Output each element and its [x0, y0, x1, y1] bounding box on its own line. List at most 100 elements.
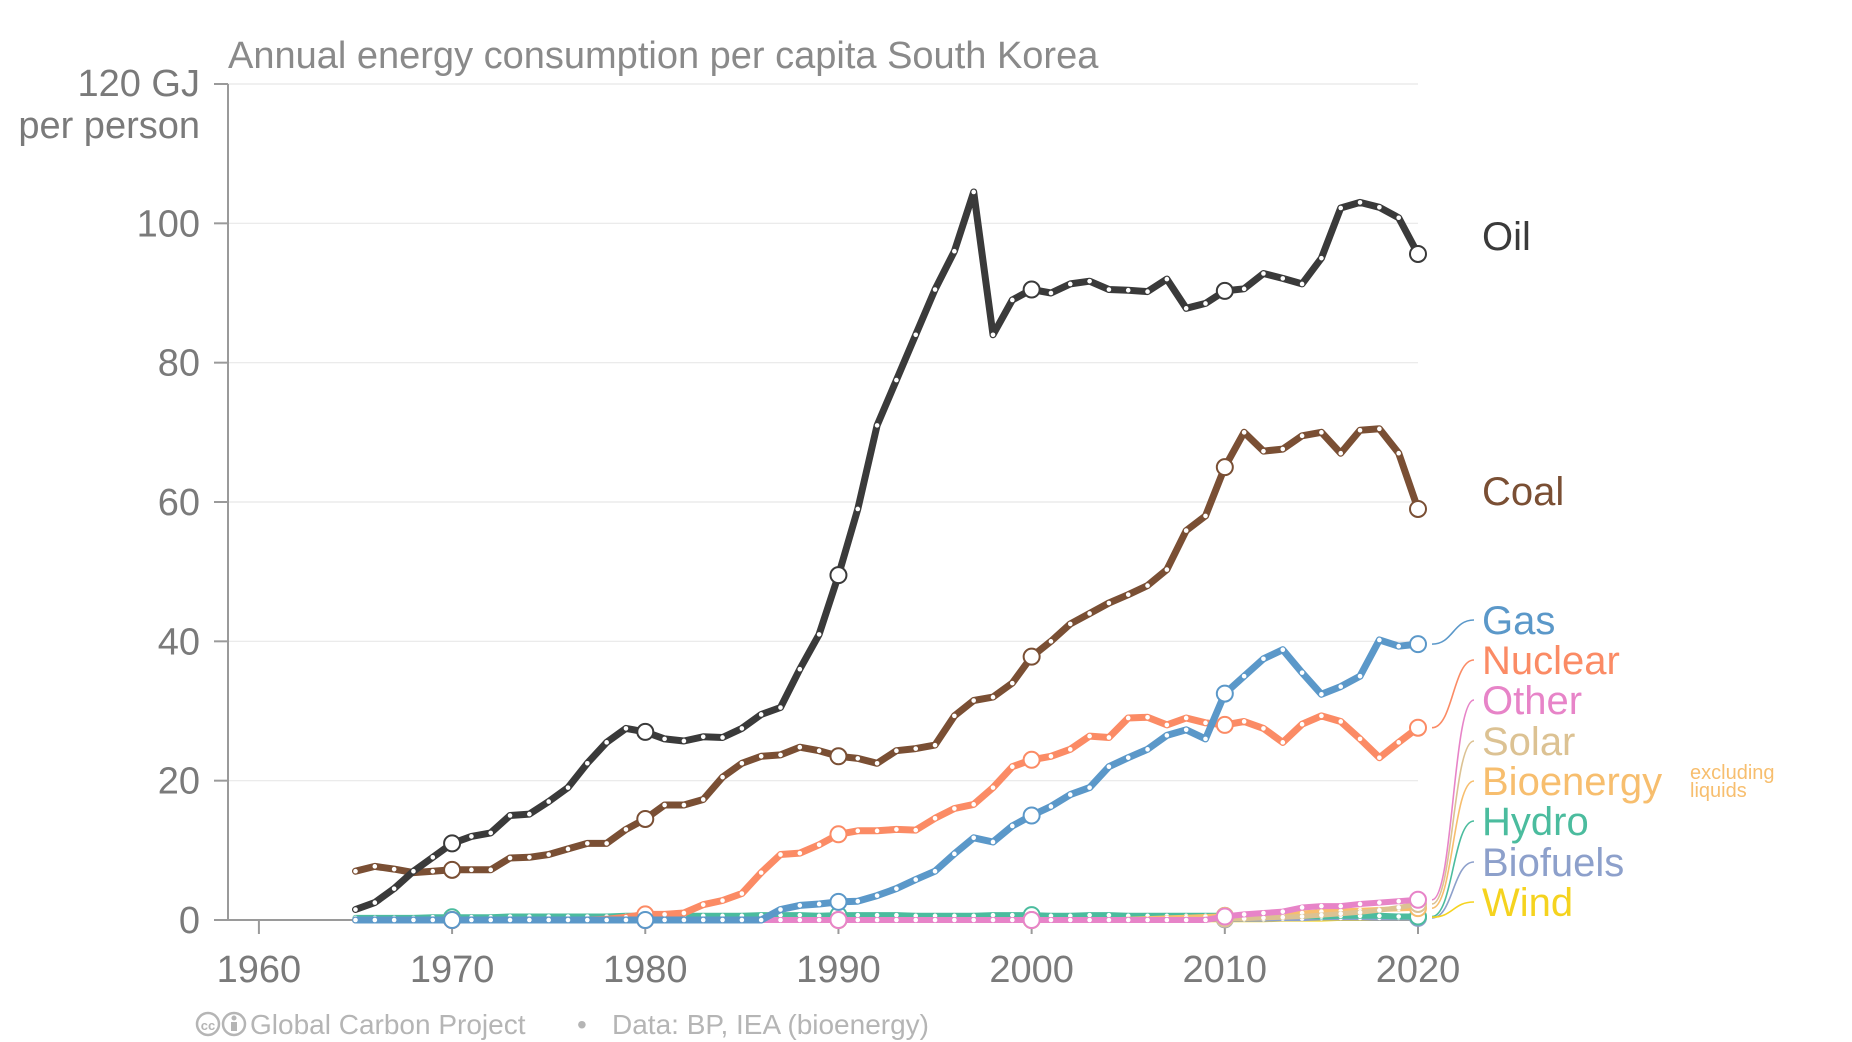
- data-point-gas-2019: [1396, 643, 1401, 649]
- series-label-other: Other: [1482, 679, 1582, 723]
- highlight-point-gas-2010: [1215, 684, 1234, 703]
- highlight-point-nuclear-1990: [829, 825, 848, 844]
- data-point-coal-2005: [1125, 592, 1131, 597]
- data-point-nuclear-2001: [1048, 753, 1054, 759]
- data-point-other-1991: [855, 917, 861, 923]
- data-point-oil-1984: [720, 735, 725, 740]
- data-point-nuclear-1984: [720, 898, 725, 903]
- series-label-solar: Solar: [1482, 720, 1575, 764]
- data-point-oil-1988: [797, 666, 803, 672]
- data-point-nuclear-1994: [913, 827, 919, 833]
- highlight-point-nuclear-2010: [1215, 715, 1234, 734]
- data-point-coal-2013: [1280, 446, 1286, 452]
- data-point-hydro-1989: [816, 913, 822, 919]
- data-point-hydro-1994: [913, 913, 919, 919]
- highlight-point-other-2010: [1215, 907, 1234, 926]
- series-label-oil: Oil: [1482, 215, 1531, 259]
- data-point-gas-1981: [662, 917, 667, 923]
- data-point-oil-1991: [855, 506, 861, 512]
- data-point-coal-1986: [758, 753, 764, 759]
- data-point-coal-2008: [1183, 528, 1189, 533]
- label-connector-wind: [1431, 901, 1475, 919]
- data-point-oil-2011: [1241, 286, 1247, 292]
- data-point-nuclear-1996: [952, 806, 957, 811]
- data-point-oil-2005: [1125, 287, 1131, 293]
- data-point-oil-1977: [585, 760, 590, 766]
- data-point-gas-1994: [913, 877, 919, 882]
- series-gas: [352, 635, 1427, 929]
- y-tick-labels: 120 GJ per person 0 20 40 60 80 100: [18, 63, 200, 942]
- data-point-nuclear-1983: [700, 902, 706, 907]
- data-point-gas-1968: [411, 917, 416, 923]
- data-point-other-2004: [1106, 917, 1112, 923]
- data-point-gas-1975: [546, 917, 551, 923]
- data-point-other-1999: [1010, 917, 1015, 923]
- highlight-point-coal-2020: [1409, 499, 1427, 518]
- data-point-hydro-1997: [971, 913, 976, 919]
- data-point-coal-1999: [1010, 680, 1015, 686]
- label-connector-hydro: [1431, 820, 1475, 918]
- y-unit-label: 120 GJ: [77, 63, 200, 105]
- data-point-other-2016: [1338, 903, 1344, 909]
- data-point-coal-1978: [604, 841, 609, 846]
- data-point-other-2015: [1319, 903, 1324, 909]
- data-point-oil-1995: [932, 287, 938, 292]
- data-point-gas-1984: [720, 917, 725, 923]
- grid-lines: [228, 83, 1418, 782]
- data-point-nuclear-2019: [1396, 740, 1401, 745]
- label-connector-solar: [1431, 740, 1475, 905]
- data-point-coal-1985: [739, 760, 745, 766]
- data-point-coal-1988: [797, 744, 803, 750]
- data-point-oil-1979: [623, 726, 629, 731]
- series-line-coal: [352, 425, 1422, 877]
- data-point-coal-2015: [1319, 430, 1324, 435]
- data-point-oil-1972: [488, 830, 494, 836]
- data-point-nuclear-1986: [758, 870, 764, 875]
- x-tick-label-2020: 2020: [1376, 949, 1461, 991]
- data-point-oil-1968: [411, 868, 416, 874]
- data-point-coal-1992: [874, 760, 880, 766]
- data-point-oil-2013: [1280, 276, 1286, 281]
- data-point-gas-2012: [1261, 656, 1266, 662]
- data-point-nuclear-2013: [1280, 740, 1286, 745]
- data-point-gas-2004: [1106, 764, 1112, 770]
- data-point-oil-2008: [1183, 306, 1189, 311]
- data-point-oil-2018: [1377, 205, 1382, 210]
- y-tick-label-20: 20: [158, 761, 200, 803]
- data-point-coal-2006: [1145, 583, 1150, 588]
- svg-text:cc: cc: [201, 1018, 215, 1033]
- highlight-point-coal-1990: [829, 747, 848, 766]
- data-point-other-2011: [1241, 912, 1247, 917]
- data-point-hydro-2004: [1106, 912, 1112, 918]
- highlight-point-coal-2000: [1022, 647, 1041, 666]
- data-point-gas-1993: [894, 886, 899, 891]
- data-point-other-2018: [1377, 900, 1382, 905]
- data-point-solar-2012: [1261, 915, 1266, 921]
- data-point-coal-2007: [1164, 567, 1170, 572]
- highlight-point-oil-1980: [636, 722, 655, 741]
- data-point-hydro-1995: [932, 913, 938, 919]
- y-tick-label-100: 100: [137, 203, 200, 245]
- data-point-coal-2004: [1106, 600, 1112, 606]
- data-point-coal-2009: [1203, 513, 1208, 519]
- data-point-other-2014: [1299, 905, 1305, 910]
- series-line-oil: [352, 188, 1422, 913]
- data-point-gas-1986: [758, 917, 764, 923]
- footer-separator: •: [577, 1009, 587, 1040]
- series-lines: [352, 188, 1427, 929]
- footer-org: Global Carbon Project: [250, 1009, 526, 1040]
- data-point-gas-1982: [681, 917, 687, 923]
- data-point-coal-2014: [1299, 433, 1305, 439]
- y-tick-label-80: 80: [158, 343, 200, 385]
- data-point-coal-1996: [952, 713, 957, 719]
- data-point-gas-1983: [700, 917, 706, 923]
- data-point-hydro-1993: [894, 912, 899, 918]
- creative-commons-icon: cc: [195, 1011, 221, 1037]
- data-point-other-2009: [1203, 917, 1208, 923]
- data-point-hydro-2001: [1048, 913, 1054, 919]
- data-point-oil-1989: [816, 632, 822, 637]
- x-tick-labels: 1960 1970 1980 1990 2000 2010 2020: [217, 949, 1461, 991]
- data-point-other-1994: [913, 917, 919, 923]
